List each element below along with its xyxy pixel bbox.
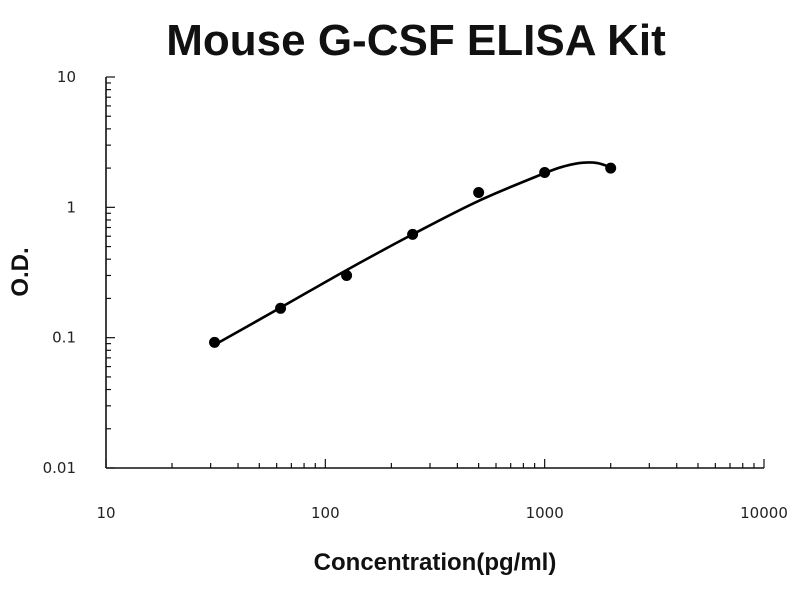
data-point	[539, 167, 551, 179]
y-tick-label: 0.01	[43, 459, 76, 477]
data-point	[275, 302, 287, 314]
x-tick-label: 10000	[740, 504, 788, 522]
data-point	[473, 186, 485, 198]
axes-layer: 0.01 0.1 1 10 10 100 1000 10000	[43, 68, 788, 522]
x-tick-label: 10	[96, 504, 115, 522]
data-point	[209, 336, 221, 348]
y-tick-label: 10	[57, 68, 76, 86]
y-tick-label: 0.1	[52, 329, 76, 347]
fit-curve-layer	[213, 161, 612, 347]
chart-title: Mouse G-CSF ELISA Kit	[166, 16, 666, 65]
data-point	[341, 269, 353, 281]
x-tick-label: 1000	[526, 504, 564, 522]
data-point	[407, 228, 419, 240]
data-point	[605, 162, 617, 174]
fit-curve	[213, 161, 612, 347]
data-points-layer	[209, 162, 617, 348]
y-axis-title: O.D.	[7, 247, 34, 296]
x-axis-title: Concentration(pg/ml)	[314, 549, 557, 576]
y-tick-label: 1	[66, 198, 76, 216]
x-tick-label: 100	[311, 504, 340, 522]
